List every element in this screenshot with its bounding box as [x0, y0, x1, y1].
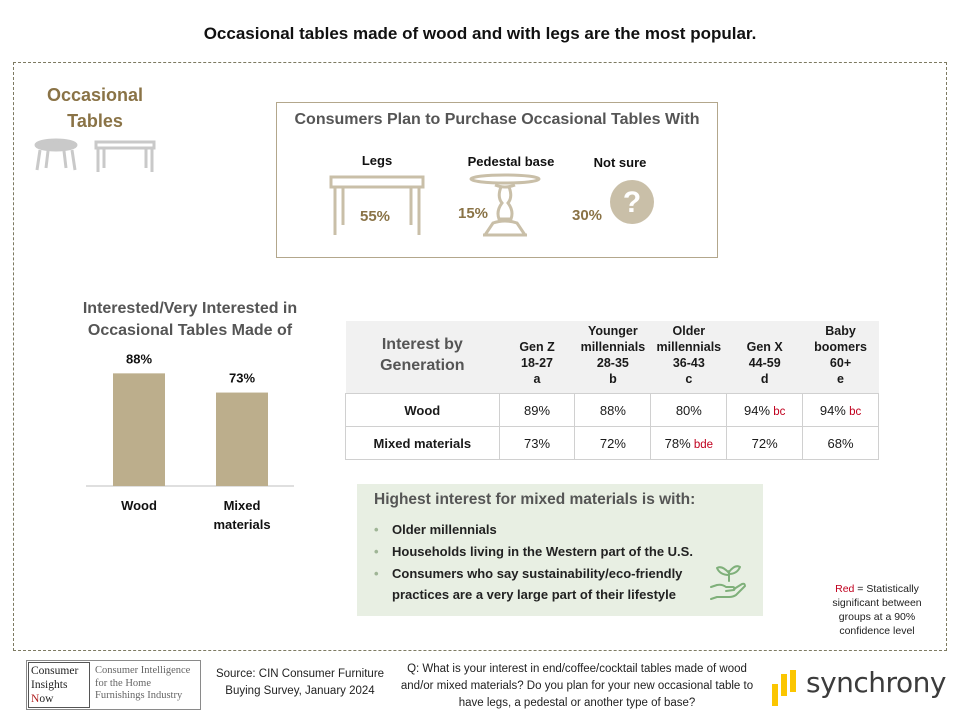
callout-item: Households living in the Western part of… [374, 541, 734, 562]
table-corner-label: Interest by Generation [345, 321, 500, 394]
column-header: Younger millennials 28-35 b [574, 321, 651, 394]
callout-item: Older millennials [374, 519, 734, 540]
callout-list: Older millennialsHouseholds living in th… [374, 519, 734, 606]
content-frame [13, 62, 947, 651]
option-pct-pedestal: 15% [458, 205, 489, 222]
table-header-row: Interest by Generation Gen Z 18-27 a Younger m… [345, 321, 879, 394]
cin-logo-word: Now [31, 692, 87, 706]
bar-chart-title-line: Interested/Very Interested in [82, 300, 298, 317]
option-label-legs: Legs [361, 153, 393, 168]
cin-logo-initial: N [31, 693, 40, 705]
column-header: Older millennials 36-43 c [650, 321, 727, 394]
bar [216, 392, 268, 486]
significance-note: Red = Statistically significant between … [818, 582, 936, 638]
table-cell: 73% [498, 426, 576, 460]
row-label: Wood [345, 393, 500, 427]
significance-marker: bc [770, 405, 786, 418]
significance-marker: bde [690, 438, 714, 451]
significance-marker: bc [845, 405, 862, 418]
table-cell: 68% [802, 426, 879, 460]
option-pct-legs: 55% [360, 208, 391, 225]
question-mark-icon: ? [610, 180, 654, 224]
table-legs-icon [329, 175, 425, 235]
cin-logo-rest: ow [39, 693, 54, 705]
sig-note-text: = Statistically significant between grou… [832, 583, 922, 637]
category-label: materials [213, 517, 270, 532]
table-row: Wood 89% 88% 80% 94% bc 94% bc [345, 393, 879, 427]
synchrony-logo-mark [772, 670, 796, 706]
row-label: Mixed materials [345, 426, 500, 460]
purchase-plan-panel: Consumers Plan to Purchase Occasional Ta… [276, 102, 718, 258]
bar-chart-title-line: Occasional Tables Made of [87, 322, 293, 339]
synchrony-wordmark: synchrony [806, 666, 946, 699]
eco-hand-icon [710, 565, 746, 600]
bar-value-label: 73% [229, 371, 255, 386]
mixed-materials-callout: Highest interest for mixed materials is … [357, 484, 763, 616]
category-label: Wood [121, 498, 157, 513]
svg-text:?: ? [623, 186, 641, 219]
option-label-pedestal: Pedestal base [467, 154, 555, 169]
cin-logo-desc: Consumer Intelligence for the Home Furni… [95, 665, 191, 701]
section-title: Occasional Tables [30, 82, 160, 134]
cin-logo: Consumer Insights Now Consumer Intellige… [26, 660, 201, 710]
section-title-line: Occasional [46, 85, 144, 105]
table-cell: 78% bde [650, 426, 728, 460]
occasional-tables-icon [34, 138, 156, 172]
cin-logo-word: Consumer [31, 665, 79, 677]
plan-title: Consumers Plan to Purchase Occasional Ta… [294, 111, 700, 128]
option-pct-not-sure: 30% [572, 207, 603, 224]
table-cell: 80% [650, 393, 728, 427]
bar-chart-title: Interested/Very Interested in Occasional… [62, 298, 318, 342]
bar [113, 373, 165, 486]
table-cell: 72% [574, 426, 652, 460]
bar-value-label: 88% [126, 351, 152, 366]
headline: Occasional tables made of wood and with … [203, 24, 757, 43]
pedestal-table-icon [469, 173, 541, 237]
section-title-line: Tables [67, 111, 123, 131]
table-cell: 94% bc [802, 393, 879, 427]
category-label: Mixed [224, 498, 261, 513]
synchrony-logo: synchrony [770, 664, 950, 708]
column-header: Baby boomers 60+ e [802, 321, 879, 394]
source-note: Source: CIN Consumer Furniture Buying Su… [215, 668, 385, 697]
cin-logo-mark: Consumer Insights Now [28, 662, 90, 708]
column-header: Gen X 44-59 d [726, 321, 803, 394]
table-row: Mixed materials 73% 72% 78% bde 72% 68% [345, 426, 879, 460]
column-header: Gen Z 18-27 a [499, 321, 575, 394]
option-label-not-sure: Not sure [593, 155, 647, 170]
survey-question: Q: What is your interest in end/coffee/c… [400, 663, 754, 709]
table-cell: 89% [498, 393, 576, 427]
table-cell: 72% [726, 426, 804, 460]
callout-title: Highest interest for mixed materials is … [374, 491, 696, 508]
sig-note-red-word: Red [835, 583, 855, 595]
interest-bar-chart: 88% Wood 73% Mixed materials [86, 351, 294, 532]
table-cell: 88% [574, 393, 652, 427]
callout-item: Consumers who say sustainability/eco-fri… [374, 563, 734, 605]
generation-table: Interest by Generation Gen Z 18-27 a Younger m… [345, 321, 879, 460]
table-cell: 94% bc [726, 393, 804, 427]
cin-logo-word: Insights [31, 679, 68, 691]
